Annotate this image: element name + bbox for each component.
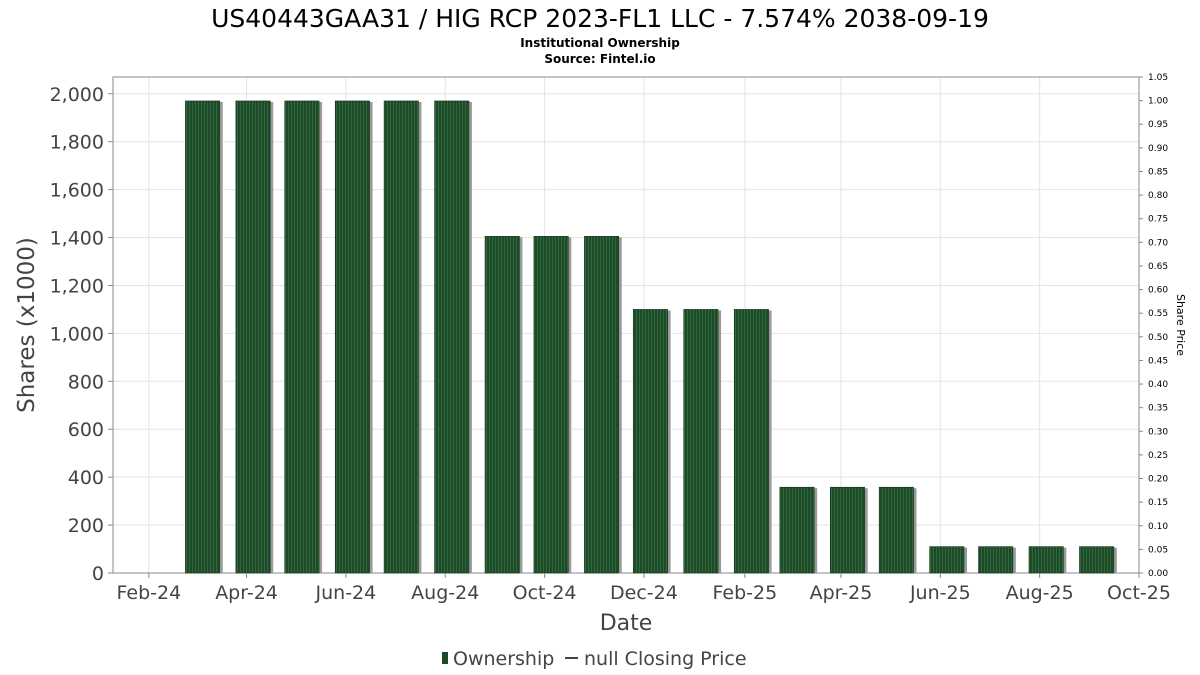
x-axis-label: Date <box>600 611 653 636</box>
y2-tick-label: 0.40 <box>1148 380 1168 390</box>
y-axis: 0 200 400 600 800 1,000 1,200 1,400 1,600 1,800 2,… <box>50 84 113 585</box>
bar <box>434 100 470 574</box>
bar <box>484 236 520 574</box>
y2-tick-label: 0.25 <box>1148 451 1168 461</box>
bar <box>383 100 419 574</box>
legend-ownership-label: Ownership <box>453 648 554 670</box>
y2-tick-label: 0.85 <box>1148 167 1168 177</box>
bar <box>779 486 815 574</box>
y2-tick-label: 1.00 <box>1148 97 1168 107</box>
chart-source: Source: Fintel.io <box>544 52 655 66</box>
y2-tick-label: 0.50 <box>1148 333 1168 343</box>
y-tick-label: 1,200 <box>50 275 104 297</box>
y2-tick-label: 0.05 <box>1148 545 1168 555</box>
plot-area <box>112 76 1140 574</box>
bar <box>878 486 914 574</box>
y2-axis-label: Share Price <box>1174 294 1187 356</box>
y-tick-label: 600 <box>68 419 104 441</box>
bar <box>185 100 221 574</box>
y-tick-label: 200 <box>68 515 104 537</box>
y-tick-label: 1,000 <box>50 323 104 345</box>
y2-tick-label: 0.90 <box>1148 144 1168 154</box>
bar <box>978 546 1014 574</box>
x-tick-label: Apr-24 <box>215 582 278 604</box>
x-tick-label: Apr-25 <box>810 582 873 604</box>
bars <box>185 100 1117 574</box>
y2-tick-label: 0.80 <box>1148 191 1168 201</box>
y2-tick-label: 0.30 <box>1148 427 1168 437</box>
x-tick-label: Dec-24 <box>610 582 678 604</box>
y2-axis: 0.00 0.05 0.10 0.15 0.20 0.25 0.30 0.35 0.40 0.45… <box>1139 73 1168 579</box>
y2-tick-label: 0.35 <box>1148 404 1168 414</box>
y2-tick-label: 0.65 <box>1148 262 1168 272</box>
y-tick-label: 2,000 <box>50 84 104 106</box>
legend-ownership-swatch <box>442 652 448 664</box>
chart-subtitle: Institutional Ownership <box>520 36 680 50</box>
legend-price-label: null Closing Price <box>584 648 747 670</box>
y2-tick-label: 0.00 <box>1148 569 1168 579</box>
bar <box>733 309 769 574</box>
y-tick-label: 1,800 <box>50 132 104 154</box>
x-tick-label: Oct-24 <box>513 582 577 604</box>
chart-title: US40443GAA31 / HIG RCP 2023-FL1 LLC - 7.… <box>211 4 989 33</box>
y2-tick-label: 0.20 <box>1148 475 1168 485</box>
y2-tick-label: 0.45 <box>1148 356 1168 366</box>
bar <box>235 100 271 574</box>
x-tick-label: Jun-24 <box>315 582 377 604</box>
bar <box>334 100 370 574</box>
y-tick-label: 0 <box>92 563 104 585</box>
y2-tick-label: 1.05 <box>1148 73 1168 83</box>
x-tick-label: Feb-24 <box>116 582 181 604</box>
bar <box>1079 546 1115 574</box>
x-tick-label: Aug-24 <box>411 582 479 604</box>
y-tick-label: 1,600 <box>50 180 104 202</box>
legend: Ownership null Closing Price <box>442 648 747 670</box>
bar <box>929 546 965 574</box>
y-axis-label: Shares (x1000) <box>14 237 40 413</box>
x-tick-label: Oct-25 <box>1107 582 1171 604</box>
y-tick-label: 400 <box>68 467 104 489</box>
x-axis: Feb-24 Apr-24 Jun-24 Aug-24 Oct-24 Dec-24 Feb-… <box>116 573 1171 604</box>
bar <box>683 309 719 574</box>
y2-tick-label: 0.95 <box>1148 120 1168 130</box>
bar <box>533 236 569 574</box>
y2-tick-label: 0.70 <box>1148 238 1168 248</box>
bar <box>632 309 668 574</box>
bar <box>1028 546 1064 574</box>
y2-tick-label: 0.10 <box>1148 522 1168 532</box>
y2-tick-label: 0.60 <box>1148 286 1168 296</box>
y2-tick-label: 0.15 <box>1148 498 1168 508</box>
bar <box>284 100 320 574</box>
y-tick-label: 800 <box>68 371 104 393</box>
y2-tick-label: 0.75 <box>1148 215 1168 225</box>
y2-tick-label: 0.55 <box>1148 309 1168 319</box>
y-tick-label: 1,400 <box>50 228 104 250</box>
bar <box>830 486 865 574</box>
x-tick-label: Aug-25 <box>1006 582 1074 604</box>
bar <box>584 236 620 574</box>
x-tick-label: Jun-25 <box>909 582 971 604</box>
x-tick-label: Feb-25 <box>713 582 778 604</box>
